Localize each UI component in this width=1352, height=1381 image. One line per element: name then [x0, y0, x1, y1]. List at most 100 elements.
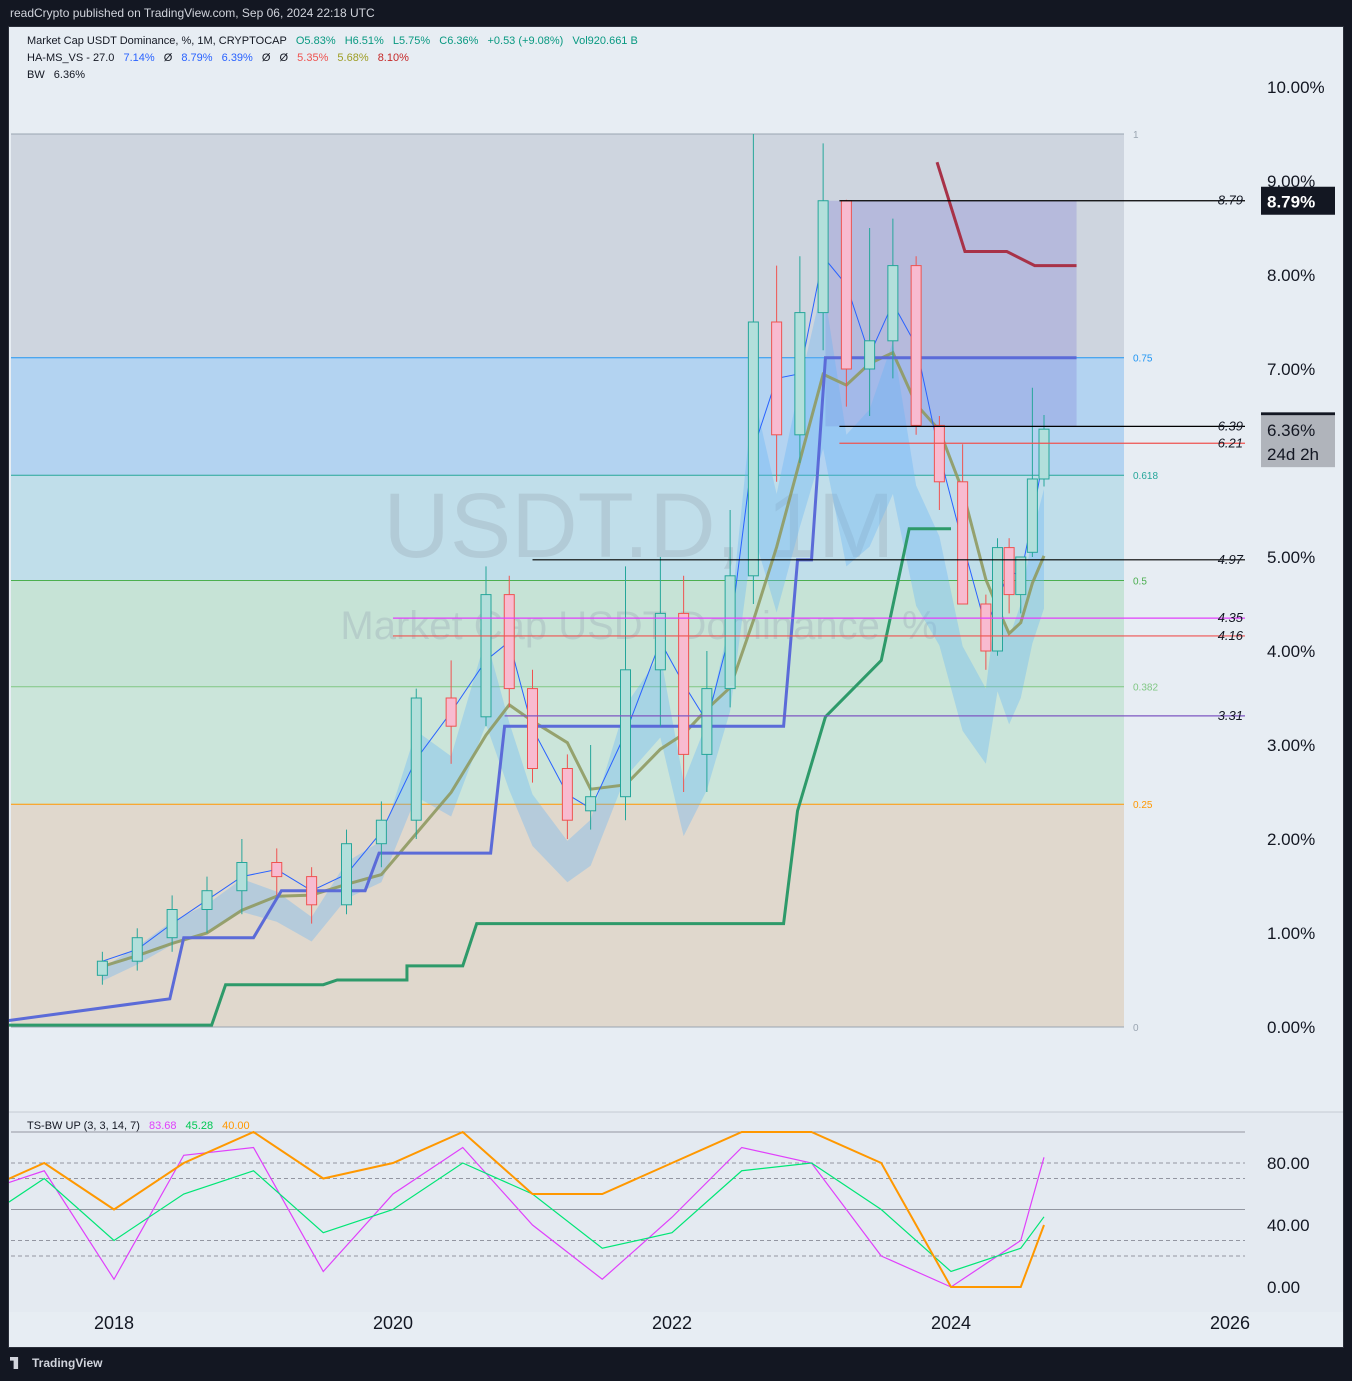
osc-tick-label: 0.00 [1267, 1278, 1300, 1297]
level-label: 3.31 [1218, 708, 1243, 723]
indicator-bands [102, 283, 1044, 981]
candle-body [561, 768, 573, 821]
level-label: 8.79 [1218, 193, 1243, 208]
symbol-name: Market Cap USDT Dominance, %, 1M, CRYPTO… [27, 35, 287, 47]
osc-series-line [9, 1130, 1045, 1288]
ribbon-band [102, 283, 1044, 981]
candle-body [480, 594, 492, 718]
chart-frame[interactable]: 1 0.75 0.618 0.5 0.382 0.25 0 USDT.D, 1M Market … [8, 26, 1344, 1348]
candle-body [341, 843, 352, 906]
price-tick-label: 7.00% [1267, 360, 1315, 379]
price-axis: 10.00% 9.00% 8.00% 7.00% 5.00% 4.00% 3.00% 2.00… [1261, 78, 1335, 1037]
candle-body [236, 862, 248, 892]
fib-zone [11, 804, 1124, 1027]
ind1-slot-2: Ø [261, 52, 271, 64]
price-tick-label: 0.00% [1267, 1018, 1315, 1037]
candle-body [503, 594, 515, 690]
candle-body [271, 862, 283, 878]
candle-body [1026, 478, 1038, 553]
fib-label: 0.75 [1133, 354, 1153, 365]
candle-body [375, 819, 387, 845]
fib-label: 0.5 [1133, 577, 1147, 588]
horizontal-levels: 8.79 6.39 6.21 4.97 4.35 4.16 3.31 [393, 193, 1245, 723]
candle-body [747, 321, 759, 577]
fib-label: 1 [1133, 130, 1139, 141]
price-badge-label: 8.79% [1267, 193, 1315, 212]
indicator-name: HA-MS_VS - 27.0 [27, 52, 115, 64]
osc-series-line [9, 1146, 1045, 1288]
candle-body [201, 890, 213, 911]
oscillator-background [9, 1112, 1343, 1312]
candle-body [131, 937, 143, 962]
fib-label: 0.618 [1133, 471, 1158, 482]
low-value: L5.75% [392, 35, 431, 47]
candle-body [96, 960, 108, 976]
ind1-v3: 6.39% [221, 52, 253, 64]
candle-body [724, 575, 736, 690]
range-box [825, 200, 1077, 427]
candle-body [794, 312, 806, 436]
ind1-v4: 5.35% [297, 52, 329, 64]
osc-v2: 45.28 [185, 1120, 214, 1132]
time-tick-label: 2018 [94, 1313, 134, 1333]
candle-body [910, 265, 922, 426]
bw-name: BW [27, 69, 45, 81]
level-label: 6.39 [1218, 418, 1243, 433]
candle-body [980, 603, 992, 652]
maroon-line [935, 161, 1077, 268]
time-tick-label: 2024 [931, 1313, 971, 1333]
candle-body [992, 547, 1003, 652]
candle-body [817, 200, 829, 314]
ind1-v5: 5.68% [337, 52, 369, 64]
fib-label: 0.25 [1133, 800, 1153, 811]
time-tick-label: 2022 [652, 1313, 692, 1333]
ind1-v6: 8.10% [377, 52, 409, 64]
level-label: 4.35 [1218, 610, 1244, 625]
candle-body [527, 688, 538, 769]
volume-value: Vol920.661 B [572, 35, 638, 47]
candle-body [701, 688, 713, 755]
time-axis: 2018 2020 2022 2024 2026 [94, 1313, 1250, 1333]
osc-name: TS-BW UP (3, 3, 14, 7) [27, 1120, 140, 1132]
change-value: +0.53 (+9.08%) [487, 35, 564, 47]
ind1-slot: Ø [163, 52, 173, 64]
candle-body [166, 909, 178, 939]
main-chart[interactable]: 1 0.75 0.618 0.5 0.382 0.25 0 USDT.D, 1M Market … [9, 27, 1343, 1347]
publish-header: readCrypto published on TradingView.com,… [10, 6, 375, 20]
candle-body [840, 200, 852, 370]
osc-tick-label: 40.00 [1267, 1216, 1310, 1235]
price-tick-label: 8.00% [1267, 266, 1315, 285]
candle-body [1015, 556, 1027, 596]
current-price-label: 6.36% [1267, 421, 1315, 440]
level-label: 6.21 [1218, 435, 1243, 450]
tradingview-logo-icon [10, 1357, 19, 1369]
candle-body [445, 697, 457, 727]
candle-body [620, 669, 631, 798]
tradingview-footer[interactable]: TradingView [10, 1356, 102, 1370]
ind1-v1: 7.14% [123, 52, 155, 64]
candles [96, 134, 1050, 985]
time-tick-label: 2020 [373, 1313, 413, 1333]
close-value: C6.36% [439, 35, 479, 47]
candle-body [1003, 547, 1015, 596]
bw-value: 6.36% [53, 69, 85, 81]
price-tick-label: 5.00% [1267, 548, 1315, 567]
time-tick-label: 2026 [1210, 1313, 1250, 1333]
oscillator-pane: 80.00 40.00 0.00 [9, 1111, 1343, 1312]
countdown-label: 24d 2h [1267, 445, 1319, 464]
price-tick-label: 1.00% [1267, 924, 1315, 943]
ind1-v2: 8.79% [181, 52, 213, 64]
high-value: H6.51% [344, 35, 384, 47]
candle-body [306, 876, 318, 906]
fib-label: 0 [1133, 1023, 1139, 1034]
candle-body [771, 321, 783, 436]
candle-body [864, 340, 876, 370]
green-step-line [9, 527, 951, 1027]
candle-body [678, 612, 690, 755]
level-label: 4.16 [1218, 628, 1244, 643]
open-value: O5.83% [295, 35, 336, 47]
fib-zone [11, 580, 1124, 687]
candle-body [585, 796, 597, 812]
price-tick-label: 9.00% [1267, 172, 1315, 191]
price-tick-label: 10.00% [1267, 78, 1325, 97]
